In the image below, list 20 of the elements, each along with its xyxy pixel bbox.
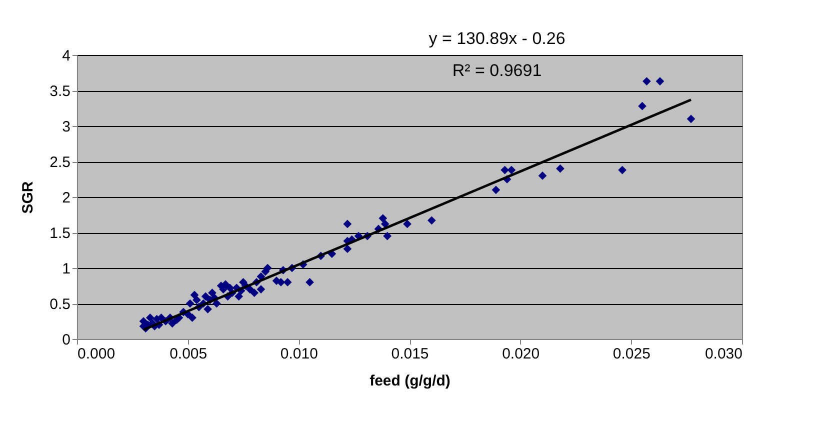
y-axis-title: SGR bbox=[20, 181, 37, 214]
x-tick-label: 0.000 bbox=[78, 346, 116, 362]
x-tick-label: 0.010 bbox=[280, 346, 318, 362]
x-tick-label: 0.030 bbox=[704, 346, 742, 362]
x-tick-label: 0.025 bbox=[612, 346, 650, 362]
x-axis-title: feed (g/g/d) bbox=[370, 372, 450, 390]
y-tick-label: 4 bbox=[62, 48, 70, 64]
x-tick-label: 0.015 bbox=[391, 346, 429, 362]
y-tick-label: 1 bbox=[62, 260, 70, 278]
y-tick-label: 3 bbox=[62, 118, 70, 136]
y-tick-label: 0 bbox=[62, 332, 70, 348]
text: y = 130.89x - 0.26 bbox=[428, 29, 566, 48]
annotation: R² = 0.9691 bbox=[452, 61, 542, 80]
y-tick-label: 3.5 bbox=[50, 83, 70, 100]
y-tick-label: 0.5 bbox=[50, 296, 70, 313]
y-tick-label: 1.5 bbox=[50, 225, 70, 242]
x-tick-label: 0.005 bbox=[170, 346, 208, 362]
y-tick-label: 2 bbox=[62, 190, 70, 206]
x-tick-label: 0.020 bbox=[502, 346, 540, 362]
y-tick-label: 2.5 bbox=[50, 154, 70, 171]
